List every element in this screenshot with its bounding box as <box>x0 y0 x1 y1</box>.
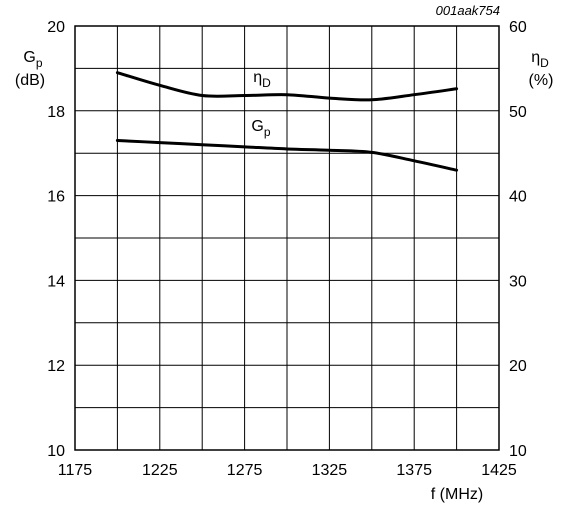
right-y-tick-label: 20 <box>509 358 527 375</box>
figure-code: 001aak754 <box>436 3 500 18</box>
right-axis-unit: (%) <box>529 72 554 89</box>
series-label-efficiency: ηD <box>253 69 271 90</box>
left-axis-unit: (dB) <box>15 72 45 89</box>
x-tick-label: 1275 <box>227 462 263 479</box>
x-tick-label: 1425 <box>481 462 517 479</box>
left-y-tick-labels: 10 12 14 16 18 20 <box>47 19 65 460</box>
right-y-tick-label: 10 <box>509 443 527 460</box>
right-y-tick-label: 40 <box>509 189 527 206</box>
x-tick-label: 1375 <box>396 462 432 479</box>
left-y-tick-label: 14 <box>47 273 65 290</box>
right-y-tick-label: 60 <box>509 19 527 36</box>
series-label-gain: Gp <box>251 118 270 139</box>
plot-frame <box>74 25 500 451</box>
left-axis-label: Gp <box>23 49 42 70</box>
x-tick-label: 1175 <box>58 462 93 479</box>
grid <box>75 26 499 450</box>
gain-curve <box>115 138 459 172</box>
left-y-tick-label: 20 <box>47 19 65 36</box>
right-y-tick-label: 30 <box>509 273 527 290</box>
left-y-tick-label: 12 <box>47 358 65 375</box>
series-lines <box>115 71 459 172</box>
right-y-tick-labels: 10 20 30 40 50 60 <box>509 19 527 460</box>
left-y-tick-label: 16 <box>47 189 65 206</box>
x-axis-label: f (MHz) <box>431 486 483 503</box>
efficiency-curve <box>115 71 459 102</box>
x-tick-label: 1325 <box>312 462 348 479</box>
right-y-tick-label: 50 <box>509 104 527 121</box>
x-tick-labels: 1175 1225 1275 1325 1375 1425 <box>58 462 517 479</box>
right-axis-label: ηD <box>531 49 549 70</box>
x-tick-label: 1225 <box>142 462 178 479</box>
left-y-tick-label: 10 <box>47 443 65 460</box>
left-y-tick-label: 18 <box>47 104 65 121</box>
